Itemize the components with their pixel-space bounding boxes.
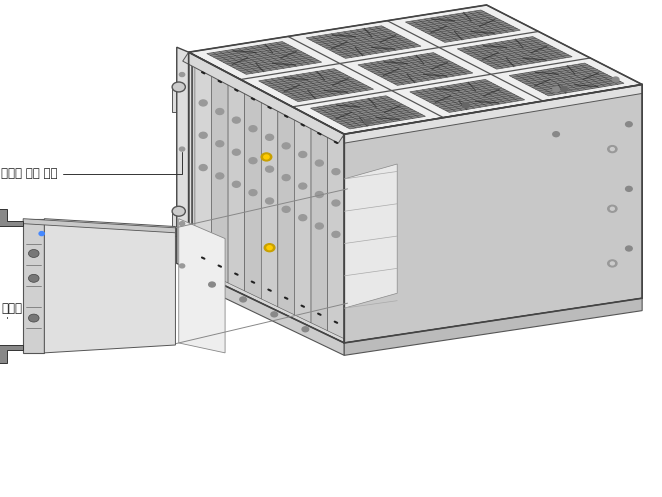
Polygon shape bbox=[344, 84, 642, 343]
Circle shape bbox=[553, 87, 559, 92]
Circle shape bbox=[463, 103, 469, 108]
Circle shape bbox=[216, 108, 224, 114]
Circle shape bbox=[626, 186, 632, 191]
Circle shape bbox=[261, 153, 271, 161]
Circle shape bbox=[608, 260, 617, 267]
Polygon shape bbox=[177, 47, 189, 268]
Polygon shape bbox=[344, 298, 642, 355]
Polygon shape bbox=[509, 63, 624, 96]
Polygon shape bbox=[358, 53, 473, 85]
Circle shape bbox=[608, 205, 617, 212]
Polygon shape bbox=[310, 96, 426, 129]
Circle shape bbox=[561, 86, 567, 91]
Circle shape bbox=[179, 222, 185, 226]
Polygon shape bbox=[189, 268, 344, 355]
Polygon shape bbox=[189, 52, 344, 343]
Circle shape bbox=[612, 77, 619, 82]
Circle shape bbox=[271, 312, 277, 317]
Circle shape bbox=[28, 274, 39, 282]
Polygon shape bbox=[344, 164, 397, 308]
Polygon shape bbox=[405, 10, 520, 42]
Polygon shape bbox=[295, 112, 311, 323]
Polygon shape bbox=[195, 60, 211, 275]
Circle shape bbox=[265, 198, 273, 204]
Polygon shape bbox=[306, 26, 421, 58]
Circle shape bbox=[264, 244, 275, 251]
Circle shape bbox=[39, 232, 44, 236]
Polygon shape bbox=[189, 52, 193, 270]
Circle shape bbox=[179, 73, 185, 77]
Circle shape bbox=[172, 82, 185, 92]
Polygon shape bbox=[311, 121, 328, 331]
Circle shape bbox=[364, 119, 371, 124]
Circle shape bbox=[315, 160, 323, 166]
Circle shape bbox=[232, 149, 240, 155]
Circle shape bbox=[232, 181, 240, 187]
Circle shape bbox=[179, 264, 185, 268]
Circle shape bbox=[249, 158, 257, 164]
Polygon shape bbox=[228, 77, 245, 291]
Circle shape bbox=[249, 126, 257, 132]
Circle shape bbox=[209, 282, 215, 287]
Circle shape bbox=[232, 117, 240, 123]
Circle shape bbox=[610, 262, 614, 265]
Polygon shape bbox=[23, 219, 44, 353]
Polygon shape bbox=[23, 219, 175, 233]
Circle shape bbox=[282, 206, 290, 212]
Polygon shape bbox=[278, 103, 295, 315]
Circle shape bbox=[263, 155, 269, 159]
Circle shape bbox=[299, 152, 307, 158]
Circle shape bbox=[249, 190, 257, 196]
Polygon shape bbox=[183, 52, 344, 143]
Circle shape bbox=[315, 223, 323, 229]
Polygon shape bbox=[211, 69, 228, 283]
Polygon shape bbox=[457, 37, 572, 69]
Polygon shape bbox=[44, 219, 175, 353]
Polygon shape bbox=[245, 86, 261, 299]
Circle shape bbox=[608, 146, 617, 153]
Polygon shape bbox=[189, 5, 642, 134]
Circle shape bbox=[332, 232, 340, 238]
Circle shape bbox=[199, 100, 207, 106]
Circle shape bbox=[610, 207, 614, 210]
Circle shape bbox=[332, 200, 340, 206]
Circle shape bbox=[282, 174, 290, 180]
Circle shape bbox=[302, 327, 308, 332]
Polygon shape bbox=[344, 84, 642, 143]
Circle shape bbox=[610, 148, 614, 151]
Circle shape bbox=[265, 166, 273, 172]
Polygon shape bbox=[207, 42, 322, 75]
Circle shape bbox=[626, 122, 632, 127]
Circle shape bbox=[282, 143, 290, 149]
Circle shape bbox=[199, 165, 207, 170]
Circle shape bbox=[265, 134, 273, 140]
Polygon shape bbox=[0, 209, 23, 226]
Circle shape bbox=[199, 132, 207, 138]
Circle shape bbox=[172, 206, 185, 216]
Circle shape bbox=[28, 249, 39, 257]
Circle shape bbox=[240, 297, 246, 302]
Polygon shape bbox=[410, 80, 525, 112]
Circle shape bbox=[299, 215, 307, 221]
Polygon shape bbox=[179, 219, 225, 353]
Circle shape bbox=[216, 173, 224, 179]
Circle shape bbox=[315, 191, 323, 197]
Circle shape bbox=[299, 183, 307, 189]
Circle shape bbox=[216, 141, 224, 147]
Polygon shape bbox=[261, 95, 278, 307]
Circle shape bbox=[179, 147, 185, 151]
Polygon shape bbox=[0, 345, 23, 363]
Circle shape bbox=[626, 246, 632, 251]
Polygon shape bbox=[259, 69, 373, 101]
Polygon shape bbox=[172, 211, 185, 236]
Polygon shape bbox=[328, 130, 344, 339]
Circle shape bbox=[553, 132, 559, 137]
Text: 이젝터: 이젝터 bbox=[1, 302, 23, 318]
Polygon shape bbox=[172, 87, 185, 112]
Circle shape bbox=[28, 314, 39, 322]
Circle shape bbox=[332, 168, 340, 174]
Circle shape bbox=[267, 246, 272, 249]
Text: 탈착용 조임 나사: 탈착용 조임 나사 bbox=[1, 152, 182, 180]
